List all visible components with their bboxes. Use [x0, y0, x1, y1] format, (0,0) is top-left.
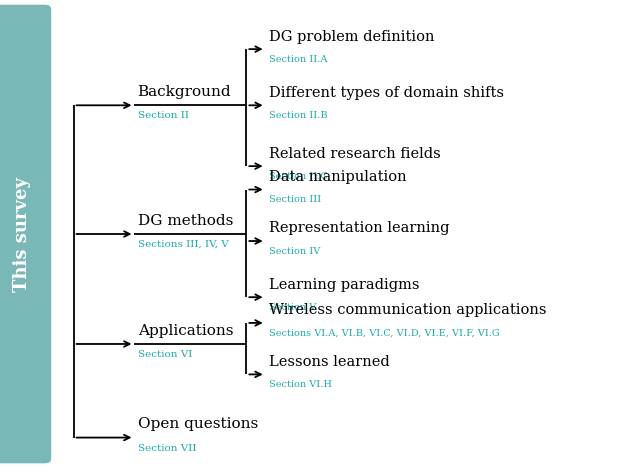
- Text: Open questions: Open questions: [138, 417, 258, 431]
- Text: Section VI: Section VI: [138, 350, 192, 359]
- Text: This survey: This survey: [13, 176, 31, 292]
- Text: Learning paradigms: Learning paradigms: [269, 278, 419, 292]
- Text: Section II.A: Section II.A: [269, 55, 327, 64]
- Text: Wireless communication applications: Wireless communication applications: [269, 303, 547, 317]
- Text: DG methods: DG methods: [138, 214, 233, 228]
- Text: Data manipulation: Data manipulation: [269, 170, 406, 184]
- Text: Section V: Section V: [269, 303, 316, 312]
- Text: Lessons learned: Lessons learned: [269, 355, 390, 369]
- Text: Section III: Section III: [269, 195, 321, 204]
- Text: Different types of domain shifts: Different types of domain shifts: [269, 86, 504, 100]
- Text: Section II.C: Section II.C: [269, 172, 328, 181]
- Text: Sections VI.A, VI.B, VI.C, VI.D, VI.E, VI.F, VI.G: Sections VI.A, VI.B, VI.C, VI.D, VI.E, V…: [269, 329, 499, 337]
- Text: Section II: Section II: [138, 111, 189, 120]
- Text: Section IV: Section IV: [269, 247, 320, 256]
- Text: Section VI.H: Section VI.H: [269, 380, 332, 389]
- Text: Background: Background: [138, 85, 231, 99]
- Text: Section II.B: Section II.B: [269, 111, 328, 120]
- Text: Section VII: Section VII: [138, 444, 196, 453]
- Text: Sections III, IV, V: Sections III, IV, V: [138, 240, 228, 249]
- Text: DG problem definition: DG problem definition: [269, 29, 435, 44]
- Text: Representation learning: Representation learning: [269, 221, 449, 235]
- FancyBboxPatch shape: [0, 5, 51, 463]
- Text: Applications: Applications: [138, 324, 233, 338]
- Text: Related research fields: Related research fields: [269, 146, 440, 161]
